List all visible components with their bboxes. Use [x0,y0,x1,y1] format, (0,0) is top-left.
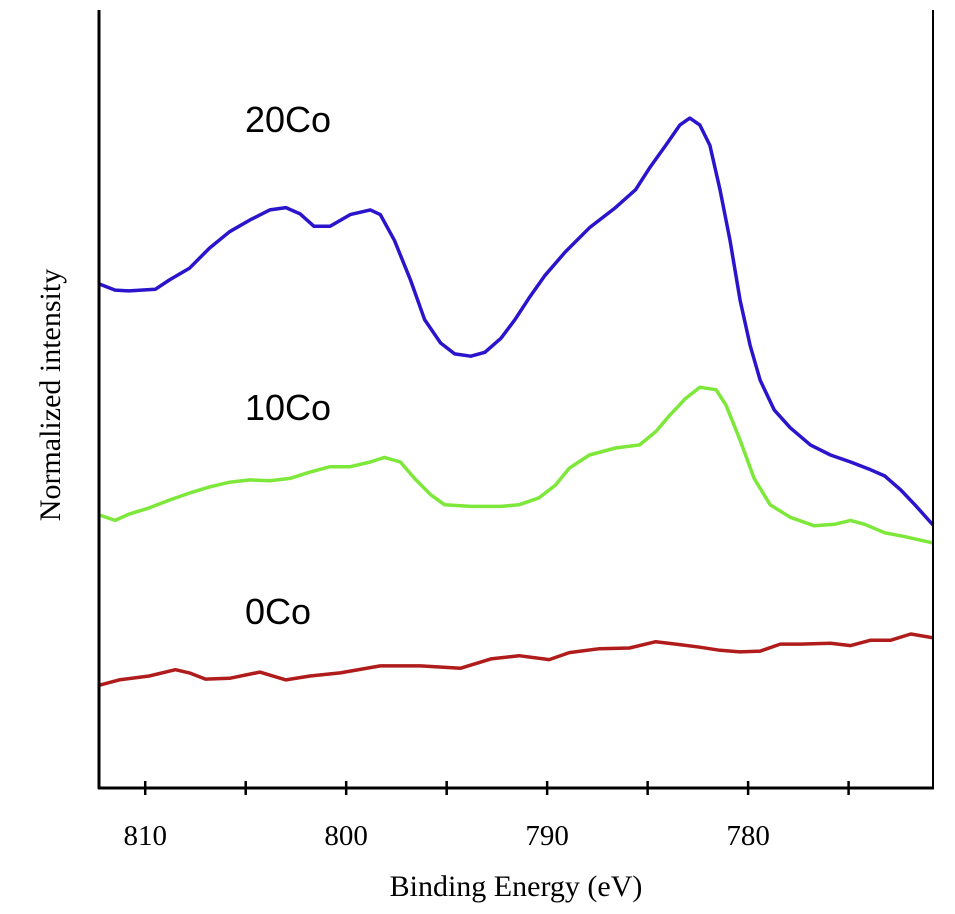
y-axis-title: Normalized intensity [34,269,67,521]
x-tick-label: 790 [525,820,569,852]
series-line-10co [98,385,934,545]
series-line-0co [98,632,934,687]
x-tick-label: 800 [324,820,368,852]
series-line-20co [98,116,935,527]
series-label-10co: 10Co [245,387,331,428]
tick-layer: 810 800 790 780 [123,781,850,852]
series-label-0co: 0Co [245,591,311,632]
x-axis-title: Binding Energy (eV) [390,870,643,903]
series-label-20co: 20Co [245,99,331,140]
x-tick-label: 810 [123,820,167,852]
x-tick-label: 780 [726,820,770,852]
series-layer [98,116,935,687]
